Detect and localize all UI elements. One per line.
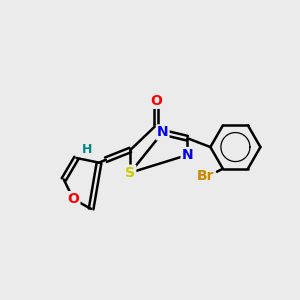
Text: O: O [68,192,80,206]
Text: H: H [82,143,92,157]
Text: Br: Br [196,169,214,183]
Text: N: N [182,148,193,162]
Text: S: S [125,166,135,180]
Text: N: N [157,125,169,139]
Text: O: O [150,94,162,108]
